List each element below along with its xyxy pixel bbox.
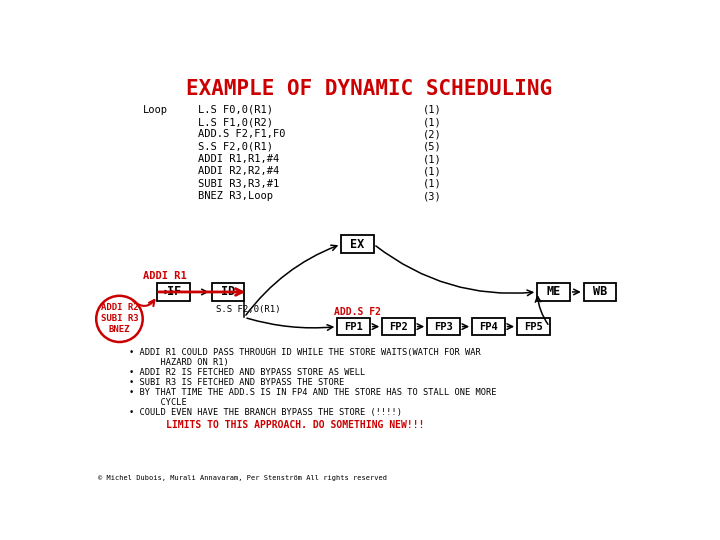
Bar (537, 283, 570, 301)
Text: (1): (1) (423, 179, 442, 189)
Text: • COULD EVEN HAVE THE BRANCH BYPASS THE STORE (!!!!): • COULD EVEN HAVE THE BRANCH BYPASS THE … (129, 408, 402, 417)
Text: L.S F1,0(R2): L.S F1,0(R2) (199, 117, 274, 127)
Text: (1): (1) (423, 117, 442, 127)
Text: • SUBI R3 IS FETCHED AND BYPASS THE STORE: • SUBI R3 IS FETCHED AND BYPASS THE STOR… (129, 378, 344, 387)
Text: ADD.S F2: ADD.S F2 (334, 307, 381, 318)
Text: CYCLE: CYCLE (129, 398, 186, 407)
Text: ADDI R2
SUBI R3
BNEZ: ADDI R2 SUBI R3 BNEZ (101, 303, 138, 334)
Text: (3): (3) (423, 191, 442, 201)
Text: • ADDI R2 IS FETCHED AND BYPASS STORE AS WELL: • ADDI R2 IS FETCHED AND BYPASS STORE AS… (129, 368, 365, 377)
Text: (1): (1) (423, 166, 442, 177)
Text: (2): (2) (423, 130, 442, 139)
Text: (5): (5) (423, 142, 442, 152)
Text: FP2: FP2 (389, 322, 408, 332)
Text: Loop: Loop (143, 105, 168, 115)
Text: FP4: FP4 (479, 322, 498, 332)
Bar (212, 283, 244, 301)
Text: EX: EX (350, 238, 364, 251)
Bar (158, 283, 190, 301)
Text: • ADDI R1 COULD PASS THROUGH ID WHILE THE STORE WAITS(WATCH FOR WAR: • ADDI R1 COULD PASS THROUGH ID WHILE TH… (129, 348, 480, 357)
Bar (517, 318, 549, 335)
Text: LIMITS TO THIS APPROACH. DO SOMETHING NEW!!!: LIMITS TO THIS APPROACH. DO SOMETHING NE… (166, 420, 425, 430)
Text: FP3: FP3 (434, 322, 453, 332)
Text: ID: ID (221, 286, 235, 299)
Text: ADDI R1,R1,#4: ADDI R1,R1,#4 (199, 154, 280, 164)
Bar (382, 318, 415, 335)
Bar (427, 318, 459, 335)
Text: ADDI R2,R2,#4: ADDI R2,R2,#4 (199, 166, 280, 177)
Text: L.S F0,0(R1): L.S F0,0(R1) (199, 105, 274, 115)
Text: (1): (1) (423, 154, 442, 164)
Text: S.S F2,0(R1): S.S F2,0(R1) (199, 142, 274, 152)
Text: BNEZ R3,Loop: BNEZ R3,Loop (199, 191, 274, 201)
Bar (337, 318, 370, 335)
Text: S.S F2,0(R1): S.S F2,0(R1) (216, 305, 281, 314)
Bar (584, 283, 616, 301)
Text: FP1: FP1 (344, 322, 363, 332)
Text: IF: IF (166, 286, 181, 299)
Text: (1): (1) (423, 105, 442, 115)
Text: HAZARD ON R1): HAZARD ON R1) (129, 358, 228, 367)
Text: © Michel Dubois, Murali Annavaram, Per Stenström All rights reserved: © Michel Dubois, Murali Annavaram, Per S… (98, 475, 387, 481)
Text: FP5: FP5 (524, 322, 543, 332)
Text: ADD.S F2,F1,F0: ADD.S F2,F1,F0 (199, 130, 286, 139)
Text: ME: ME (546, 286, 561, 299)
Bar (341, 235, 374, 253)
Bar (472, 318, 505, 335)
Text: WB: WB (593, 286, 607, 299)
Text: ADDI R1: ADDI R1 (143, 271, 186, 281)
Text: EXAMPLE OF DYNAMIC SCHEDULING: EXAMPLE OF DYNAMIC SCHEDULING (186, 79, 552, 99)
Text: SUBI R3,R3,#1: SUBI R3,R3,#1 (199, 179, 280, 189)
Text: • BY THAT TIME THE ADD.S IS IN FP4 AND THE STORE HAS TO STALL ONE MORE: • BY THAT TIME THE ADD.S IS IN FP4 AND T… (129, 388, 496, 397)
